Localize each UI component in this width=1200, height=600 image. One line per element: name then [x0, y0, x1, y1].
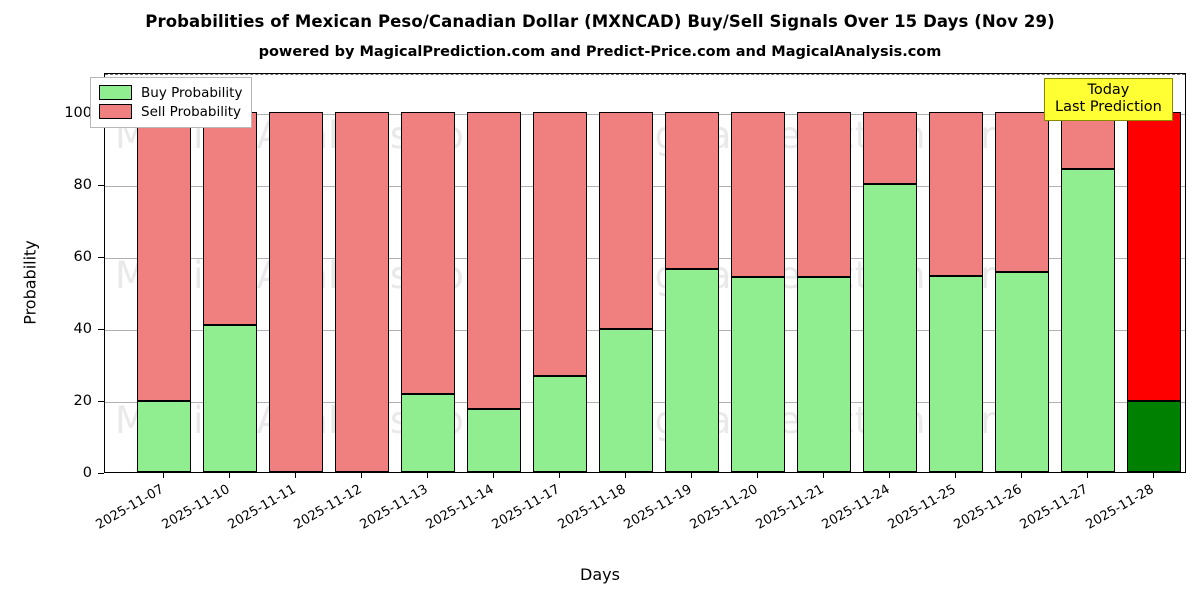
bar-group[interactable] [466, 74, 522, 472]
bar-segment-sell[interactable] [532, 111, 588, 377]
bar-segment-buy[interactable] [532, 376, 588, 472]
bar-segment-buy[interactable] [598, 329, 654, 472]
bar-group[interactable] [400, 74, 456, 472]
legend-label-buy: Buy Probability [141, 84, 243, 101]
bar-segment-sell[interactable] [400, 111, 456, 394]
legend-swatch-sell [99, 104, 132, 119]
bar-segment-sell[interactable] [466, 111, 522, 410]
bar-segment-buy[interactable] [202, 325, 258, 472]
bar-group[interactable] [862, 74, 918, 472]
x-tick-mark [625, 473, 626, 478]
bar-segment-sell[interactable] [664, 111, 720, 270]
bar-segment-buy[interactable] [928, 275, 984, 472]
x-axis-label: Days [580, 565, 620, 584]
bar-segment-buy[interactable] [136, 400, 192, 472]
chart-subtitle: powered by MagicalPrediction.com and Pre… [258, 44, 942, 60]
y-tick-mark [98, 184, 104, 186]
legend: Buy Probability Sell Probability [90, 77, 253, 128]
bar-segment-sell[interactable] [268, 111, 324, 472]
bar-group[interactable] [334, 74, 390, 472]
y-tick-mark [98, 473, 104, 474]
x-tick-mark [691, 473, 692, 478]
bar-segment-buy[interactable] [796, 277, 852, 472]
bar-segment-sell[interactable] [1126, 111, 1182, 401]
y-axis-label: Probability [20, 240, 40, 325]
y-tick-label: 40 [73, 320, 92, 337]
reference-line [105, 74, 1185, 75]
bar-group[interactable] [1060, 74, 1116, 472]
bar-segment-sell[interactable] [796, 111, 852, 278]
x-tick-mark [889, 473, 890, 478]
y-tick-mark [98, 400, 104, 402]
bar-segment-buy[interactable] [664, 269, 720, 472]
x-tick-mark [955, 473, 956, 478]
bar-group[interactable] [1126, 74, 1182, 472]
today-annotation-line2: Last Prediction [1055, 99, 1162, 116]
bar-group[interactable] [202, 74, 258, 472]
bar-segment-sell[interactable] [928, 111, 984, 276]
x-tick-mark [361, 473, 362, 478]
x-tick-mark [295, 473, 296, 478]
x-tick-mark [493, 473, 494, 478]
bar-segment-sell[interactable] [598, 111, 654, 330]
bar-segment-buy[interactable] [1060, 169, 1116, 472]
bar-segment-buy[interactable] [1126, 400, 1182, 472]
bar-segment-buy[interactable] [862, 184, 918, 472]
bar-group[interactable] [928, 74, 984, 472]
bar-segment-sell[interactable] [862, 111, 918, 185]
bar-segment-sell[interactable] [136, 111, 192, 401]
bar-segment-buy[interactable] [466, 409, 522, 472]
bar-group[interactable] [796, 74, 852, 472]
today-annotation-line1: Today [1087, 82, 1130, 98]
x-tick-mark [427, 473, 428, 478]
x-tick-mark [823, 473, 824, 478]
x-tick-mark [1021, 473, 1022, 478]
legend-swatch-buy [99, 85, 132, 100]
bar-segment-buy[interactable] [994, 271, 1050, 472]
legend-item-buy: Buy Probability [99, 83, 242, 102]
y-tick-label: 60 [73, 248, 92, 265]
bar-group[interactable] [532, 74, 588, 472]
bar-group[interactable] [598, 74, 654, 472]
bar-segment-buy[interactable] [730, 277, 786, 472]
bar-segment-sell[interactable] [994, 111, 1050, 272]
x-tick-mark [163, 473, 164, 478]
x-tick-mark [559, 473, 560, 478]
legend-label-sell: Sell Probability [141, 103, 242, 120]
y-tick-label: 20 [73, 392, 92, 409]
bar-group[interactable] [994, 74, 1050, 472]
bar-segment-buy[interactable] [400, 393, 456, 472]
bar-segment-sell[interactable] [202, 111, 258, 326]
bar-group[interactable] [664, 74, 720, 472]
bar-group[interactable] [136, 74, 192, 472]
y-tick-label: 100 [64, 104, 92, 121]
today-annotation: Today Last Prediction [1044, 78, 1173, 122]
y-tick-mark [98, 256, 104, 258]
x-tick-mark [757, 473, 758, 478]
y-tick-label: 80 [73, 176, 92, 193]
legend-item-sell: Sell Probability [99, 102, 242, 121]
x-tick-mark [1087, 473, 1088, 478]
bar-segment-sell[interactable] [730, 111, 786, 278]
bar-group[interactable] [268, 74, 324, 472]
y-tick-mark [98, 328, 104, 330]
bar-group[interactable] [730, 74, 786, 472]
x-tick-mark [229, 473, 230, 478]
x-tick-mark [1153, 473, 1154, 478]
chart-title: Probabilities of Mexican Peso/Canadian D… [145, 12, 1055, 31]
bar-segment-sell[interactable] [334, 111, 390, 472]
y-tick-label: 0 [82, 465, 92, 481]
